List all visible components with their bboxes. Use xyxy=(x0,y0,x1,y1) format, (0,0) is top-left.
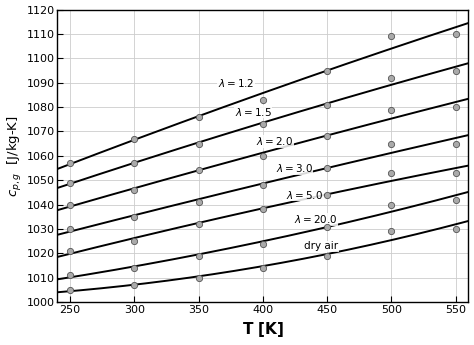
Text: $\lambda=3.0$: $\lambda=3.0$ xyxy=(276,162,313,174)
Text: $\lambda=1.5$: $\lambda=1.5$ xyxy=(235,106,272,118)
Text: dry air: dry air xyxy=(304,241,338,251)
Text: $\lambda=20.0$: $\lambda=20.0$ xyxy=(294,213,337,225)
Text: $\lambda=1.2$: $\lambda=1.2$ xyxy=(218,77,254,89)
Text: $\lambda=2.0$: $\lambda=2.0$ xyxy=(256,135,293,147)
X-axis label: $\mathbf{T}$ [K]: $\mathbf{T}$ [K] xyxy=(242,321,284,339)
Text: $\lambda=5.0$: $\lambda=5.0$ xyxy=(286,189,323,201)
Y-axis label: $c_{p,g}$  [J/kg-K]: $c_{p,g}$ [J/kg-K] xyxy=(6,115,24,197)
